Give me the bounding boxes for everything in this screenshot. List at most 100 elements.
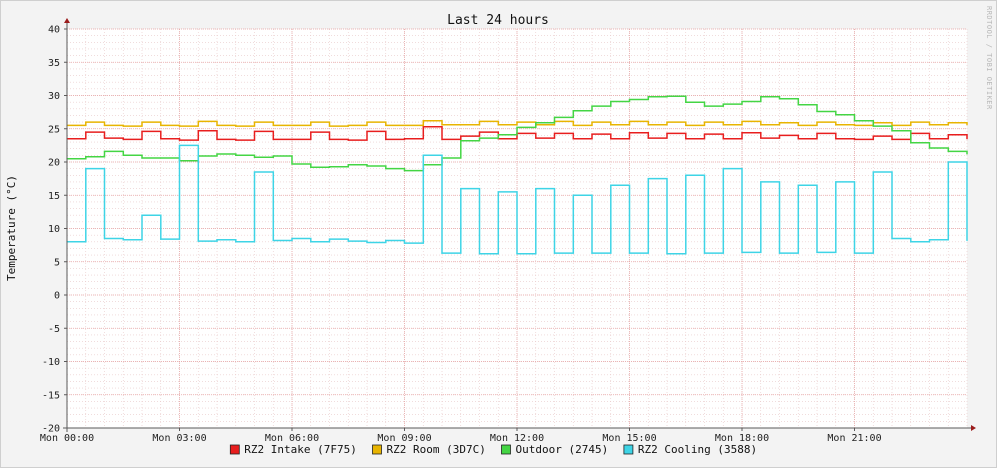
data-point [816,121,818,123]
data-point [122,138,124,140]
data-point [741,100,743,103]
data-point [103,237,106,240]
data-point [216,239,218,241]
data-point [572,110,574,112]
data-point [253,156,256,158]
data-point [366,130,368,133]
data-point [385,239,387,242]
data-point [422,154,424,156]
data-point [535,188,537,190]
data-point [385,138,387,140]
data-point [741,132,743,134]
y-tick-label: -10 [42,357,60,368]
data-point [460,140,462,142]
data-point [835,124,837,126]
data-point [872,171,874,173]
data-point [347,139,349,141]
data-point [385,124,387,127]
series-layer [66,95,968,255]
data-point [797,104,799,106]
x-tick-label: Mon 03:00 [152,433,206,444]
data-point [797,184,799,186]
y-axis-label: Temperature (°C) [5,175,18,281]
data-point [478,131,481,133]
data-point [853,124,856,127]
data-point [272,138,274,140]
data-point [328,138,331,140]
data-point [741,251,743,254]
data-point [722,168,724,170]
data-point [216,124,218,127]
data-point [966,239,968,242]
data-point [85,131,87,133]
data-point [591,133,593,135]
data-point [291,237,293,240]
data-point [722,124,724,126]
data-point [178,125,181,127]
data-point [722,138,724,140]
data-point [310,166,312,168]
legend-swatch [229,444,240,455]
data-point [366,241,368,244]
data-point [760,96,762,98]
data-point [591,121,593,123]
data-point [797,138,799,140]
data-point [628,120,631,123]
data-point [610,100,612,103]
data-point [516,253,518,255]
legend-label: RZ2 Intake (7F75) [244,443,357,456]
data-point [703,252,706,254]
data-point [816,132,818,135]
legend-item: RZ2 Cooling (3588) [623,443,757,456]
data-point [966,153,968,155]
data-point [928,147,931,149]
data-point [966,124,968,126]
y-tick-label: 25 [48,124,60,135]
data-point [928,239,931,241]
y-tick-labels: 40 35 30 25 20 15 10 5 0 -5 -10 -15 -20 [42,25,60,435]
data-point [553,252,556,254]
data-point [685,174,687,176]
data-point [403,242,406,244]
data-point [460,124,462,126]
legend-label: RZ2 Room (3D7C) [387,443,486,456]
data-point [835,181,837,183]
data-point [535,137,537,139]
data-point [310,131,312,133]
data-point [703,133,706,135]
legend-item: RZ2 Room (3D7C) [372,443,486,456]
legend-item: Outdoor (2745) [501,443,608,456]
data-point [478,253,481,255]
chart-title: Last 24 hours [447,13,549,28]
data-point [816,110,818,113]
data-point [553,116,556,119]
rrdtool-watermark: RRDTOOL / TOBI OETIKER [985,6,993,110]
data-point [272,155,274,157]
data-point [347,164,349,166]
data-point [778,252,781,254]
data-point [591,105,593,107]
data-point [647,124,649,126]
data-point [141,157,143,159]
data-point [703,121,706,123]
legend-item: RZ2 Intake (7F75) [229,443,357,456]
data-point [778,122,781,124]
x-tick-label: Mon 18:00 [715,433,769,444]
data-point [310,121,312,123]
data-point [310,241,312,243]
data-point [141,214,143,216]
data-point [760,124,762,126]
data-point [291,138,293,140]
data-point [910,121,912,123]
data-point [85,156,87,158]
data-point [235,154,237,156]
data-point [853,252,856,254]
data-point [891,138,893,140]
data-point [103,137,106,139]
data-point [385,168,387,170]
data-point [778,134,781,136]
data-point [853,120,856,122]
y-tick-label: 5 [54,257,60,268]
